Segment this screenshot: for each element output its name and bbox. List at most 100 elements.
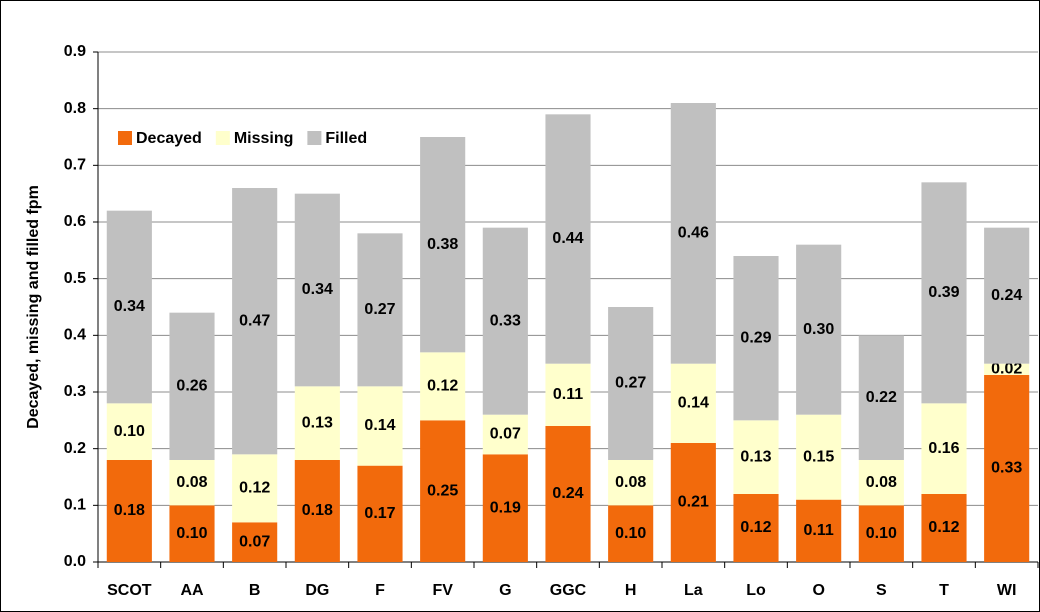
value-label: 0.16 xyxy=(928,440,959,457)
bar-segment xyxy=(169,460,215,506)
value-label: 0.47 xyxy=(239,312,270,329)
y-tick-label: 0.8 xyxy=(64,100,86,117)
legend-swatch xyxy=(118,131,132,145)
value-label: 0.14 xyxy=(678,395,709,412)
value-label: 0.18 xyxy=(114,502,145,519)
value-label: 0.12 xyxy=(427,378,458,395)
value-label: 0.11 xyxy=(553,386,583,403)
value-label: 0.25 xyxy=(427,482,458,499)
bar-segment xyxy=(232,454,278,523)
x-tick-label: AA xyxy=(180,582,204,599)
value-label: 0.24 xyxy=(991,287,1022,304)
value-label: 0.11 xyxy=(804,522,834,539)
bar-segment xyxy=(858,460,904,506)
bar-segment xyxy=(357,465,403,562)
value-label: 0.12 xyxy=(239,480,270,497)
bar-segment xyxy=(482,454,528,562)
y-tick-label: 0.1 xyxy=(64,497,86,514)
value-label: 0.13 xyxy=(740,448,771,465)
x-tick-label: FV xyxy=(432,582,453,599)
value-label: 0.13 xyxy=(302,414,333,431)
value-label: 0.44 xyxy=(552,230,583,247)
value-label: 0.46 xyxy=(678,225,709,242)
value-label: 0.08 xyxy=(176,474,207,491)
value-label: 0.12 xyxy=(740,519,771,536)
bar-segment xyxy=(294,460,340,562)
value-label: 0.14 xyxy=(364,417,395,434)
bar-segment xyxy=(545,426,591,562)
bar-segment xyxy=(420,420,466,562)
value-label: 0.10 xyxy=(866,525,897,542)
x-tick-label: SCOT xyxy=(107,582,152,599)
value-label: 0.26 xyxy=(176,378,207,395)
bar-segment xyxy=(106,460,152,562)
y-tick-label: 0.7 xyxy=(64,157,86,174)
value-label: 0.22 xyxy=(866,389,897,406)
bar-segment xyxy=(984,375,1030,562)
bar-segment xyxy=(670,363,716,443)
x-tick-label: WI xyxy=(997,582,1017,599)
x-tick-label: La xyxy=(684,582,703,599)
bar-segment xyxy=(169,505,215,562)
legend-swatch xyxy=(307,131,322,145)
x-tick-label: B xyxy=(249,582,261,599)
y-tick-label: 0.5 xyxy=(64,270,86,287)
x-tick-label: GGC xyxy=(550,582,587,599)
value-label: 0.27 xyxy=(615,375,646,392)
value-label: 0.15 xyxy=(803,448,834,465)
value-label: 0.24 xyxy=(552,485,583,502)
y-tick-label: 0.2 xyxy=(64,440,86,457)
value-label: 0.27 xyxy=(364,301,395,318)
bar-segment xyxy=(232,522,278,562)
x-tick-label: S xyxy=(876,582,887,599)
value-label: 0.10 xyxy=(114,423,145,440)
bar-segment xyxy=(420,352,466,421)
x-tick-label: G xyxy=(499,582,511,599)
bar-segment xyxy=(420,137,466,353)
x-tick-label: Lo xyxy=(746,582,766,599)
bar-segment xyxy=(733,420,779,494)
y-tick-label: 0.9 xyxy=(64,43,86,60)
y-tick-label: 0.0 xyxy=(64,553,86,570)
x-tick-label: H xyxy=(625,582,637,599)
bar-segment xyxy=(169,312,215,460)
bar-segment xyxy=(921,182,967,404)
bar-segment xyxy=(858,505,904,562)
bar-segment xyxy=(921,494,967,562)
legend-label: Decayed xyxy=(136,130,202,147)
value-label: 0.19 xyxy=(490,499,521,516)
value-label: 0.33 xyxy=(991,460,1022,477)
y-tick-label: 0.3 xyxy=(64,383,86,400)
bar-segment xyxy=(106,403,152,460)
x-tick-label: DG xyxy=(305,582,329,599)
x-tick-label: T xyxy=(939,582,949,599)
bar-segment xyxy=(232,188,278,455)
bar-segment xyxy=(984,363,1030,375)
value-label: 0.34 xyxy=(302,281,333,298)
legend-label: Filled xyxy=(325,130,367,147)
bar-segment xyxy=(357,233,403,387)
value-label: 0.07 xyxy=(490,426,521,443)
bar-segment xyxy=(545,363,591,426)
bar-segment xyxy=(858,335,904,460)
value-label: 0.10 xyxy=(615,525,646,542)
y-tick-label: 0.6 xyxy=(64,213,86,230)
bar-segment xyxy=(545,114,591,364)
bar-segment xyxy=(106,210,152,404)
x-tick-label: F xyxy=(375,582,385,599)
value-label: 0.10 xyxy=(176,525,207,542)
bar-segment xyxy=(608,307,654,460)
value-label: 0.29 xyxy=(740,329,771,346)
y-tick-label: 0.4 xyxy=(64,327,86,344)
value-label: 0.33 xyxy=(490,312,521,329)
value-label: 0.07 xyxy=(239,533,270,550)
bar-segment xyxy=(796,244,842,415)
bar-segment xyxy=(294,193,340,387)
y-axis-label: Decayed, missing and filled fpm xyxy=(25,185,42,429)
value-label: 0.12 xyxy=(928,519,959,536)
x-tick-label: O xyxy=(812,582,824,599)
value-label: 0.18 xyxy=(302,502,333,519)
value-label: 0.39 xyxy=(928,284,959,301)
value-label: 0.21 xyxy=(678,494,709,511)
bar-segment xyxy=(733,494,779,562)
